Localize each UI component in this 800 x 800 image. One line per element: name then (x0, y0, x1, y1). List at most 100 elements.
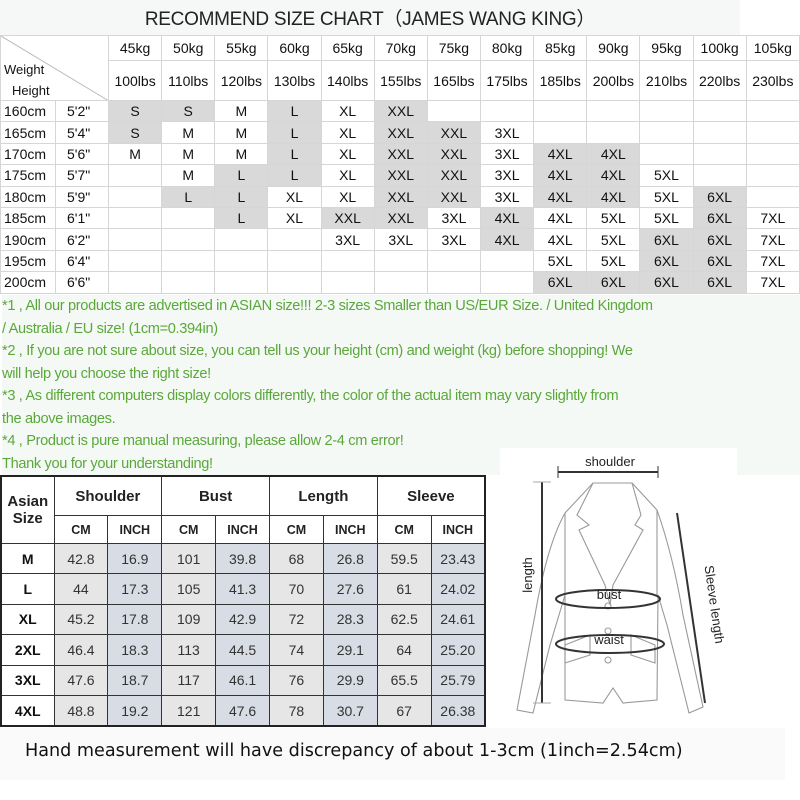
size-cell (745, 99, 800, 123)
measurement-value: 64 (376, 634, 432, 666)
bust-ellipse (555, 589, 661, 609)
size-cell (426, 99, 481, 123)
size-cell: XXL (373, 206, 428, 230)
weight-kg-header: 105kg (745, 35, 800, 61)
asian-size-header-line1: Asian (7, 493, 49, 510)
measurement-value: 19.2 (107, 694, 163, 727)
size-cell (479, 99, 535, 123)
height-ft: 5'7" (55, 164, 109, 187)
height-cm: 200cm (0, 271, 56, 294)
size-row: 195cm 6'4" 5XL 5XL 6XL 6XL 7XL (0, 249, 800, 273)
measurement-value: 42.8 (53, 542, 109, 575)
unit-header-inch: INCH (107, 515, 163, 544)
asian-size-header-line2: Size (12, 510, 43, 527)
measurement-row: L 44 17.3 105 41.3 70 27.6 61 24.02 (0, 573, 486, 605)
unit-header-inch: INCH (430, 515, 486, 544)
weight-kg-header: 100kg (692, 35, 747, 61)
size-cell: 5XL (586, 249, 641, 273)
size-cell: M (214, 142, 269, 166)
weight-kg-header: 80kg (479, 35, 535, 61)
height-cm: 160cm (0, 99, 56, 123)
size-cell: XXL (320, 206, 375, 230)
height-ft: 6'4" (55, 249, 109, 273)
unit-header-cm: CM (269, 515, 324, 544)
size-cell: 7XL (745, 228, 800, 251)
corner-height-label: Height (12, 83, 50, 98)
size-cell: 3XL (426, 206, 481, 230)
weight-lbs-header: 165lbs (426, 60, 481, 101)
shoulder-label: shoulder (585, 454, 636, 469)
size-cell: 6XL (692, 185, 747, 208)
weight-kg-row: Weight Height 45kg 50kg 55kg 60kg 65kg 70kg 75kg… (0, 35, 800, 101)
measurement-value: 24.02 (430, 573, 486, 605)
size-cell: L (214, 206, 269, 230)
weight-lbs-header: 140lbs (320, 60, 375, 101)
size-cell (745, 164, 800, 187)
height-cm: 170cm (0, 142, 56, 166)
note-line: will help you choose the right size! (2, 365, 211, 382)
size-cell (426, 271, 481, 294)
measurement-value: 105 (161, 573, 217, 605)
note-line: Thank you for your understanding! (2, 455, 213, 472)
size-cell: M (161, 121, 216, 144)
measurement-value: 47.6 (215, 694, 270, 727)
height-ft: 5'4" (55, 121, 109, 144)
size-cell: M (161, 164, 216, 187)
weight-kg-header: 95kg (639, 35, 694, 61)
size-cell (692, 121, 747, 144)
size-cell: 4XL (586, 185, 641, 208)
size-cell: S (107, 121, 163, 144)
measurement-table: Asian Size Shoulder Bust Length Sleeve CM INCH C… (0, 475, 486, 728)
measurement-value: 24.61 (430, 603, 486, 636)
size-row: 165cm 5'4" S M M L XL XXL XXL 3XL (0, 121, 800, 144)
measurement-value: 65.5 (376, 664, 432, 696)
size-cell: 6XL (692, 206, 747, 230)
unit-header-cm: CM (53, 515, 109, 544)
weight-lbs-header: 210lbs (639, 60, 694, 101)
measurement-group-header: Sleeve (376, 475, 486, 516)
unit-header-inch: INCH (215, 515, 270, 544)
size-cell: XL (320, 99, 375, 123)
size-cell: L (267, 142, 322, 166)
size-cell: M (214, 121, 269, 144)
measurement-value: 48.8 (53, 694, 109, 727)
size-cell: XXL (373, 142, 428, 166)
size-row: 170cm 5'6" M M M L XL XXL XXL 3XL 4XL 4XL (0, 142, 800, 166)
measurement-value: 18.7 (107, 664, 163, 696)
measurement-row: XL 45.2 17.8 109 42.9 72 28.3 62.5 24.61 (0, 603, 486, 636)
weight-height-corner: Weight Height (0, 35, 109, 101)
size-cell (692, 99, 747, 123)
note-line: the above images. (2, 410, 116, 427)
measurement-value: 25.20 (430, 634, 486, 666)
size-cell: XXL (426, 121, 481, 144)
unit-header-inch: INCH (322, 515, 378, 544)
measurement-value: 45.2 (53, 603, 109, 636)
size-chart-title: RECOMMEND SIZE CHART（JAMES WANG KING） (0, 0, 740, 35)
size-cell (320, 271, 375, 294)
size-cell: 3XL (479, 121, 535, 144)
size-cell: 5XL (639, 206, 694, 230)
size-cell (214, 228, 269, 251)
height-cm: 185cm (0, 206, 56, 230)
size-cell: 4XL (479, 206, 535, 230)
weight-kg-header: 65kg (320, 35, 375, 61)
measurement-value: 109 (161, 603, 217, 636)
size-cell: 4XL (586, 142, 641, 166)
size-cell (161, 249, 216, 273)
size-cell (161, 271, 216, 294)
size-cell (107, 206, 163, 230)
size-cell (639, 121, 694, 144)
height-cm: 190cm (0, 228, 56, 251)
size-cell: XXL (426, 164, 481, 187)
unit-header-row: CM INCH CM INCH CM INCH CM INCH (1, 515, 486, 544)
weight-kg-header: 45kg (107, 35, 163, 61)
note-line: *4 , Product is pure manual measuring, p… (2, 433, 404, 449)
measurement-value: 41.3 (215, 573, 270, 605)
height-ft: 6'2" (55, 228, 109, 251)
unit-header-cm: CM (161, 515, 217, 544)
size-cell (107, 185, 163, 208)
measurement-row: M 42.8 16.9 101 39.8 68 26.8 59.5 23.43 (0, 542, 486, 575)
size-cell (692, 164, 747, 187)
size-cell (586, 121, 641, 144)
size-cell: 5XL (533, 249, 588, 273)
